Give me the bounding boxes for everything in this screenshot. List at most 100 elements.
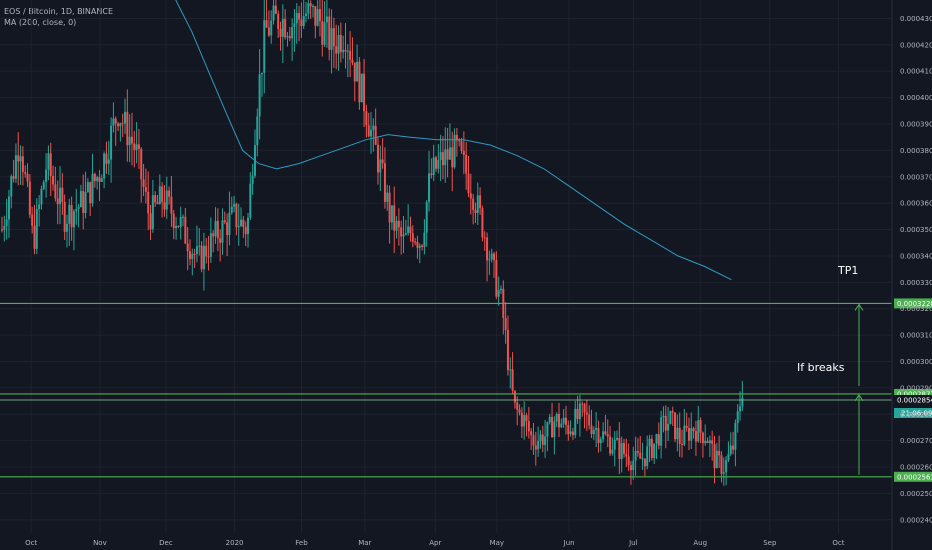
candle-body bbox=[86, 182, 89, 193]
candle-body bbox=[249, 183, 252, 218]
candle-body bbox=[555, 413, 558, 422]
candle-body bbox=[339, 34, 342, 53]
candle-body bbox=[611, 449, 614, 454]
candle-body bbox=[5, 219, 8, 226]
candle-body bbox=[435, 157, 438, 169]
candle-body bbox=[128, 136, 131, 146]
candle-body bbox=[613, 439, 616, 450]
candle-body bbox=[351, 59, 354, 63]
candle-body bbox=[660, 417, 663, 446]
candle-body bbox=[437, 159, 440, 169]
candle-body bbox=[446, 149, 449, 160]
candle-body bbox=[402, 234, 405, 237]
candle-body bbox=[147, 191, 150, 214]
candle-body bbox=[560, 423, 563, 428]
candle-body bbox=[504, 317, 507, 330]
candle-body bbox=[499, 288, 502, 291]
candle-body bbox=[467, 173, 470, 194]
candle-body bbox=[376, 144, 379, 173]
candle-body bbox=[84, 192, 87, 213]
candle-body bbox=[328, 16, 331, 50]
candle-body bbox=[367, 125, 370, 137]
candle-body bbox=[583, 403, 586, 413]
chart-legend: EOS / Bitcoin, 1D, BINANCE MA (200, clos… bbox=[4, 6, 113, 28]
candle-body bbox=[516, 402, 519, 410]
candle-body bbox=[481, 208, 484, 238]
candle-body bbox=[639, 452, 642, 459]
candle-body bbox=[571, 431, 574, 436]
candle-body bbox=[641, 458, 644, 460]
candle-body bbox=[191, 253, 194, 260]
candle-body bbox=[551, 416, 554, 438]
candle-body bbox=[669, 411, 672, 424]
candle-body bbox=[233, 203, 236, 207]
candle-body bbox=[365, 111, 368, 126]
candle-body bbox=[734, 422, 737, 450]
candle-body bbox=[177, 226, 180, 228]
candle-body bbox=[486, 237, 489, 261]
candle-body bbox=[172, 213, 175, 229]
candle-body bbox=[318, 9, 321, 22]
candle-body bbox=[383, 163, 386, 202]
candle-body bbox=[704, 440, 707, 444]
ma-indicator-label: MA (200, close, 0) bbox=[4, 18, 77, 27]
candle-body bbox=[82, 191, 85, 213]
candle-body bbox=[404, 233, 407, 235]
level-price-tag: 0.0002877 bbox=[894, 388, 932, 399]
level-price-label: 0.0002563 bbox=[897, 473, 932, 481]
candle-body bbox=[265, 20, 268, 28]
time-tick-label: 2020 bbox=[226, 539, 244, 547]
candle-body bbox=[353, 62, 356, 82]
candle-body bbox=[414, 241, 417, 243]
candle-body bbox=[416, 241, 419, 248]
candle-body bbox=[323, 22, 326, 45]
candle-body bbox=[230, 206, 233, 213]
candle-body bbox=[520, 412, 523, 427]
candle-body bbox=[430, 173, 433, 175]
candle-body bbox=[140, 148, 143, 180]
candle-body bbox=[19, 156, 22, 162]
candle-body bbox=[96, 177, 99, 182]
candle-body bbox=[729, 445, 732, 454]
candle-body bbox=[506, 329, 509, 371]
candle-body bbox=[335, 46, 338, 54]
candle-body bbox=[226, 222, 229, 236]
candle-body bbox=[732, 445, 735, 450]
candle-body bbox=[272, 5, 275, 21]
candle-body bbox=[311, 6, 314, 8]
candle-body bbox=[200, 245, 203, 270]
candle-body bbox=[79, 191, 82, 207]
candle-body bbox=[678, 427, 681, 444]
candle-body bbox=[47, 153, 50, 170]
candle-body bbox=[374, 125, 377, 145]
candle-body bbox=[421, 245, 424, 247]
candle-body bbox=[676, 427, 679, 440]
candle-body bbox=[725, 460, 728, 473]
candle-body bbox=[370, 129, 373, 137]
candle-body bbox=[439, 152, 442, 160]
candle-body bbox=[110, 125, 113, 160]
time-tick-label: Aug bbox=[693, 539, 707, 547]
candle-body bbox=[212, 233, 215, 237]
candle-body bbox=[114, 118, 117, 124]
candle-body bbox=[314, 6, 317, 26]
candle-body bbox=[428, 173, 431, 202]
candle-body bbox=[188, 251, 191, 260]
candle-body bbox=[61, 187, 64, 202]
level-price-label: 0.0003220 bbox=[897, 300, 932, 308]
time-tick-label: Jul bbox=[628, 539, 638, 547]
candle-body bbox=[207, 256, 210, 258]
candle-body bbox=[89, 182, 92, 204]
candle-body bbox=[316, 9, 319, 26]
candle-body bbox=[186, 243, 189, 252]
time-axis[interactable]: Oct Nov Dec 2020 Feb Mar Apr May Jun Jul Aug Sep Oct bbox=[25, 539, 845, 547]
candle-body bbox=[130, 136, 133, 144]
arrow-head-icon bbox=[854, 303, 864, 311]
candle-body bbox=[184, 216, 187, 244]
